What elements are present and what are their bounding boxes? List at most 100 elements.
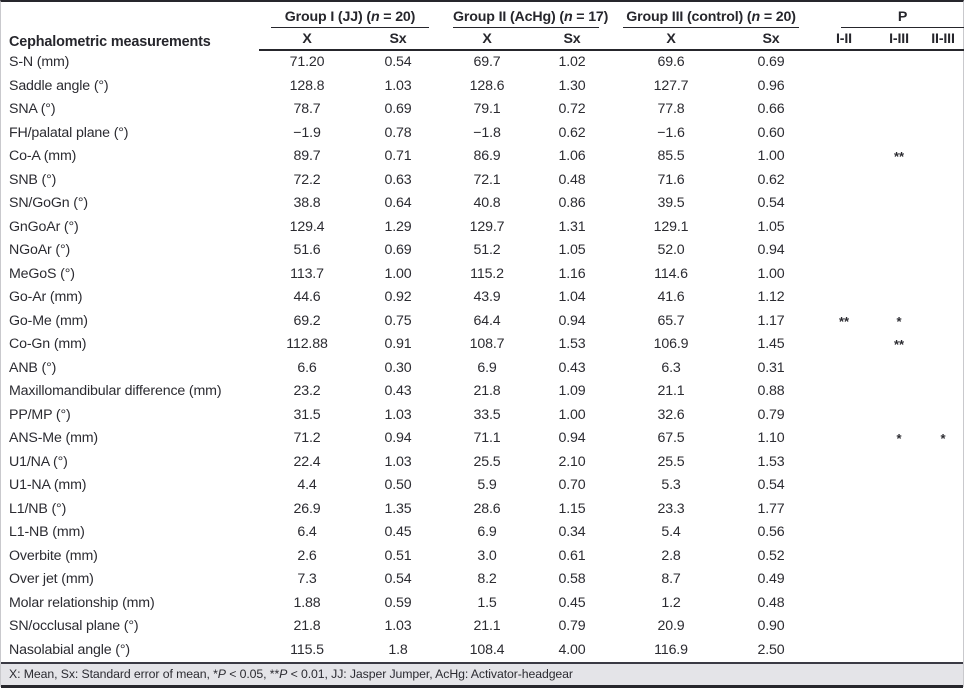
significance-cell: * <box>896 431 902 446</box>
table-row: S-N (mm) 71.20 0.54 69.7 1.02 69.6 0.69 <box>1 50 964 75</box>
measurements-table: Cephalometric measurements Group I (JJ) … <box>1 2 964 662</box>
group2-label-post: = 17) <box>572 9 609 25</box>
value-cell: 0.34 <box>558 524 586 540</box>
measurement-label: ANB (°) <box>9 359 57 376</box>
table-row: U1-NA (mm) 4.4 0.50 5.9 0.70 5.3 0.54 <box>1 474 964 498</box>
group2-label-pre: Group II (AcHg) ( <box>453 9 564 25</box>
significance-cell <box>921 50 964 75</box>
value-cell: 108.7 <box>469 336 505 352</box>
group1-label-post: = 20) <box>379 9 416 25</box>
value-cell: 1.00 <box>384 265 412 282</box>
value-cell: 0.30 <box>384 359 412 376</box>
measurement-label: Go-Ar (mm) <box>9 289 83 305</box>
significance-cell <box>877 498 921 522</box>
sub-header-row: X Sx X Sx X Sx I-II I-III II-III <box>1 28 964 51</box>
significance-cell <box>877 286 921 310</box>
significance-cell <box>921 333 964 357</box>
value-cell: 21.8 <box>293 618 321 634</box>
value-cell: 0.94 <box>384 430 412 446</box>
measurement-label: U1/NA (°) <box>9 453 68 470</box>
table-row: L1-NB (mm) 6.4 0.45 6.9 0.34 5.4 0.56 <box>1 521 964 545</box>
value-cell: 0.63 <box>384 171 412 188</box>
value-cell: 0.69 <box>384 242 412 258</box>
group2-mean-header: X <box>441 28 533 51</box>
table-row: L1/NB (°) 26.9 1.35 28.6 1.15 23.3 1.77 <box>1 498 964 522</box>
significance-cell <box>811 568 877 592</box>
significance-cell <box>811 263 877 287</box>
group3-mean-header: X <box>611 28 731 51</box>
value-cell: 25.5 <box>473 453 501 470</box>
table-row: Go-Ar (mm) 44.6 0.92 43.9 1.04 41.6 1.12 <box>1 286 964 310</box>
measurement-label: U1-NA (mm) <box>9 477 87 493</box>
table-row: SN/GoGn (°) 38.8 0.64 40.8 0.86 39.5 0.54 <box>1 192 964 216</box>
value-cell: 3.0 <box>477 547 497 564</box>
measurement-label: Go-Me (mm) <box>9 312 88 329</box>
value-cell: 0.72 <box>558 101 586 117</box>
value-cell: 0.94 <box>558 312 586 329</box>
value-cell: −1.9 <box>293 124 321 141</box>
table-row: SNA (°) 78.7 0.69 79.1 0.72 77.8 0.66 <box>1 98 964 122</box>
value-cell: 41.6 <box>657 289 685 305</box>
value-cell: 106.9 <box>653 336 689 352</box>
group3-label-pre: Group III (control) ( <box>626 9 752 25</box>
value-cell: 1.53 <box>558 336 586 352</box>
value-cell: 43.9 <box>473 289 501 305</box>
value-cell: 0.59 <box>384 594 412 611</box>
value-cell: 114.6 <box>654 265 688 282</box>
value-cell: 0.45 <box>558 594 586 611</box>
footnote-italic-segment: P <box>279 667 288 681</box>
p-header-label: P <box>841 9 964 28</box>
significance-cell <box>921 592 964 616</box>
significance-cell <box>921 75 964 99</box>
value-cell: 1.05 <box>558 242 586 258</box>
significance-cell <box>921 451 964 475</box>
value-cell: 6.9 <box>477 524 497 540</box>
value-cell: 0.69 <box>384 101 412 117</box>
group1-header-label: Group I (JJ) (n = 20) <box>271 9 429 28</box>
significance-cell <box>811 404 877 428</box>
significance-cell <box>877 451 921 475</box>
significance-cell <box>921 192 964 216</box>
value-cell: 23.2 <box>293 383 321 399</box>
significance-cell <box>921 310 964 334</box>
group2-header-label: Group II (AcHg) (n = 17) <box>453 9 608 28</box>
value-cell: 0.58 <box>558 571 586 587</box>
value-cell: 21.1 <box>473 618 501 634</box>
p-header: P <box>811 2 964 28</box>
value-cell: 1.00 <box>558 406 586 423</box>
value-cell: 22.4 <box>293 453 321 470</box>
value-cell: 0.60 <box>757 124 785 141</box>
significance-cell <box>811 286 877 310</box>
value-cell: 129.1 <box>653 218 689 235</box>
group1-label-pre: Group I (JJ) ( <box>284 9 371 25</box>
value-cell: 0.51 <box>384 547 412 564</box>
measurement-label: SNA (°) <box>9 101 56 117</box>
significance-cell <box>877 357 921 381</box>
value-cell: 77.8 <box>657 101 685 117</box>
significance-cell <box>921 122 964 146</box>
value-cell: 32.6 <box>657 406 685 423</box>
value-cell: 115.2 <box>470 265 504 282</box>
value-cell: 72.1 <box>473 171 501 188</box>
value-cell: 7.3 <box>297 571 317 587</box>
value-cell: 1.2 <box>661 594 681 611</box>
value-cell: 28.6 <box>473 500 501 517</box>
value-cell: 33.5 <box>473 406 501 423</box>
value-cell: 1.16 <box>558 265 586 282</box>
value-cell: 23.3 <box>657 500 685 517</box>
significance-cell <box>811 380 877 404</box>
significance-cell <box>811 169 877 193</box>
table-body: S-N (mm) 71.20 0.54 69.7 1.02 69.6 0.69 Saddle … <box>1 50 964 662</box>
measurement-column-header: Cephalometric measurements <box>9 34 211 50</box>
value-cell: 1.88 <box>293 594 321 611</box>
table-row: Co-Gn (mm) 112.88 0.91 108.7 1.53 106.9 1.45 ** <box>1 333 964 357</box>
value-cell: 1.53 <box>757 453 785 470</box>
significance-cell <box>877 639 921 663</box>
table-row: NGoAr (°) 51.6 0.69 51.2 1.05 52.0 0.94 <box>1 239 964 263</box>
value-cell: 0.54 <box>757 477 785 493</box>
table-row: FH/palatal plane (°) −1.9 0.78 −1.8 0.62 −1.6… <box>1 122 964 146</box>
measurement-label: S-N (mm) <box>9 53 70 70</box>
value-cell: 85.5 <box>657 148 685 164</box>
value-cell: 2.6 <box>297 547 317 564</box>
